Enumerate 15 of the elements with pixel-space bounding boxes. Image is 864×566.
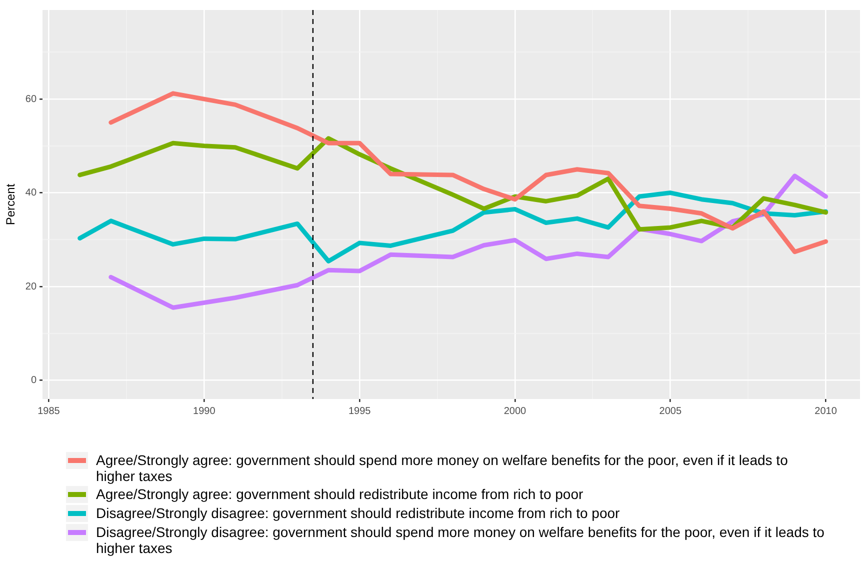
legend-label: Agree/Strongly agree: government should spend more money on welfare benefits for the poor, even if it leads to higher taxes <box>96 452 789 484</box>
x-tick-label: 1990 <box>193 406 216 417</box>
legend-label: Disagree/Strongly disagree: government should spend more money on welfare benefits for the poor, even if it leads to higher taxes <box>96 524 826 556</box>
legend-label: Disagree/Strongly disagree: government should redistribute income from rich to poor <box>96 505 620 521</box>
x-tick-label: 2005 <box>659 406 682 417</box>
x-tick-label: 1995 <box>348 406 372 417</box>
y-tick-label: 40 <box>25 188 37 199</box>
x-tick-label: 1985 <box>38 406 60 417</box>
y-axis-title: Percent <box>4 183 18 226</box>
y-tick-label: 60 <box>25 94 37 105</box>
legend-label: Agree/Strongly agree: government should redistribute income from rich to poor <box>96 486 584 502</box>
y-tick-label: 0 <box>30 375 37 386</box>
x-tick-label: 2000 <box>504 406 527 417</box>
y-tick-label: 20 <box>25 281 37 292</box>
x-tick-label: 2010 <box>814 406 838 417</box>
